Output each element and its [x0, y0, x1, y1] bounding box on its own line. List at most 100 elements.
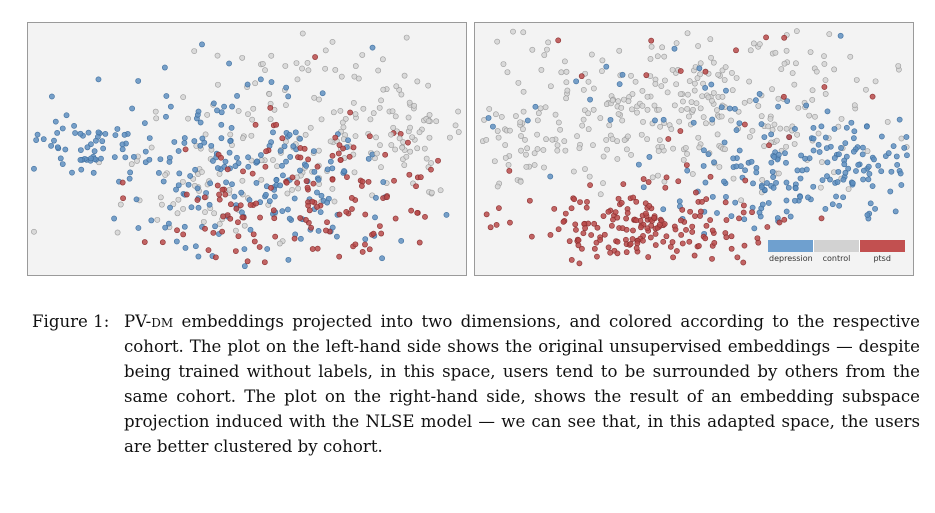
- control-point: [537, 105, 544, 112]
- control-point: [114, 229, 121, 236]
- control-point: [494, 183, 501, 190]
- ptsd-point: [566, 238, 573, 245]
- ptsd-point: [591, 245, 598, 252]
- depression-point: [245, 163, 252, 170]
- depression-point: [212, 223, 218, 230]
- ptsd-point: [648, 222, 655, 229]
- depression-point: [660, 206, 667, 213]
- ptsd-point: [691, 252, 698, 259]
- control-point: [684, 30, 691, 37]
- ptsd-point: [633, 245, 640, 251]
- depression-point: [718, 104, 725, 111]
- control-point: [493, 111, 499, 118]
- control-point: [367, 116, 374, 123]
- depression-point: [201, 139, 208, 146]
- ptsd-point: [359, 249, 366, 255]
- control-point: [791, 141, 798, 147]
- control-point: [652, 81, 659, 87]
- depression-point: [182, 245, 189, 251]
- depression-point: [244, 81, 251, 88]
- control-point: [152, 108, 159, 115]
- depression-point: [264, 246, 271, 252]
- ptsd-point: [324, 219, 330, 226]
- caption-prefix: PV-: [124, 312, 152, 331]
- depression-point: [281, 143, 288, 150]
- control-point: [655, 148, 662, 154]
- control-point: [31, 228, 37, 235]
- ptsd-point: [308, 224, 314, 231]
- control-point: [597, 115, 604, 121]
- ptsd-point: [645, 254, 652, 260]
- ptsd-point: [584, 199, 590, 205]
- control-point: [339, 119, 346, 126]
- depression-point: [603, 63, 610, 70]
- control-point: [375, 67, 382, 74]
- ptsd-point: [358, 183, 365, 189]
- depression-point: [160, 178, 167, 185]
- depression-point: [77, 157, 84, 163]
- control-point: [616, 47, 623, 54]
- control-point: [174, 210, 181, 217]
- depression-point: [210, 158, 216, 164]
- ptsd-point: [289, 174, 296, 181]
- control-point: [590, 85, 597, 92]
- control-point: [898, 135, 905, 142]
- depression-point: [805, 194, 811, 201]
- depression-point: [324, 199, 331, 206]
- ptsd-point: [702, 68, 709, 75]
- ptsd-point: [382, 151, 389, 158]
- control-point: [549, 136, 556, 143]
- control-point: [629, 91, 636, 97]
- ptsd-point: [607, 249, 614, 256]
- depression-point: [285, 256, 292, 263]
- control-point: [180, 206, 186, 212]
- control-point: [305, 67, 312, 74]
- depression-point: [238, 189, 245, 196]
- control-point: [505, 161, 512, 168]
- depression-point: [838, 145, 844, 151]
- depression-point: [646, 154, 653, 160]
- depression-point: [721, 139, 728, 146]
- depression-point: [443, 211, 450, 218]
- ptsd-point: [314, 163, 321, 170]
- depression-point: [733, 163, 740, 170]
- control-point: [555, 119, 562, 126]
- ptsd-point: [159, 239, 166, 246]
- control-point: [563, 68, 570, 75]
- depression-point: [783, 179, 790, 186]
- depression-point: [231, 193, 238, 200]
- control-point: [329, 186, 336, 192]
- control-point: [330, 109, 337, 116]
- ptsd-point: [571, 196, 578, 203]
- ptsd-point: [493, 222, 500, 228]
- depression-point: [836, 151, 842, 158]
- ptsd-point: [366, 246, 373, 253]
- depression-point: [792, 185, 799, 192]
- ptsd-point: [630, 227, 636, 234]
- depression-point: [822, 206, 829, 212]
- control-point: [378, 164, 384, 171]
- depression-point: [748, 158, 755, 165]
- control-point: [563, 79, 570, 86]
- control-point: [670, 145, 676, 152]
- control-point: [416, 129, 423, 136]
- control-point: [676, 118, 683, 125]
- control-point: [791, 81, 798, 88]
- depression-point: [199, 41, 205, 48]
- control-point: [586, 173, 593, 180]
- depression-point: [723, 194, 729, 200]
- ptsd-point: [703, 196, 710, 202]
- depression-point: [708, 81, 715, 88]
- depression-point: [52, 118, 59, 125]
- ptsd-point: [263, 148, 269, 155]
- depression-point: [865, 163, 872, 170]
- depression-point: [111, 215, 117, 222]
- ptsd-point: [555, 226, 562, 233]
- control-point: [500, 61, 507, 67]
- control-point: [695, 43, 701, 49]
- depression-point: [843, 153, 850, 160]
- depression-point: [161, 64, 168, 71]
- depression-point: [129, 105, 136, 112]
- depression-point: [229, 103, 235, 110]
- control-point: [406, 99, 413, 106]
